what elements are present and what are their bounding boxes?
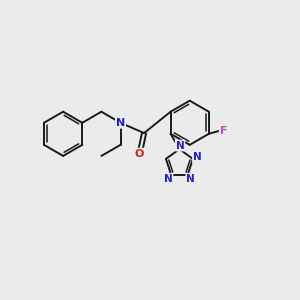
Text: N: N	[193, 152, 202, 162]
Text: N: N	[186, 174, 195, 184]
Text: O: O	[135, 149, 144, 159]
Text: F: F	[220, 126, 227, 136]
Text: N: N	[116, 118, 125, 128]
Text: N: N	[176, 141, 184, 151]
Text: N: N	[164, 174, 172, 184]
